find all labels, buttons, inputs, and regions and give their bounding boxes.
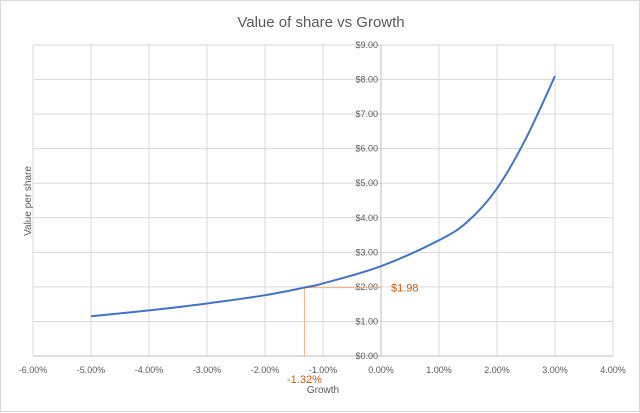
x-tick-label: -5.00% — [77, 365, 106, 375]
x-tick-label: 1.00% — [426, 365, 452, 375]
y-tick-label: $6.00 — [355, 144, 378, 154]
x-tick-label: -3.00% — [193, 365, 222, 375]
annotation-growth-label: -1.32% — [287, 374, 322, 386]
series-line — [90, 75, 556, 318]
y-tick-label: $1.00 — [355, 316, 378, 326]
axes — [33, 45, 613, 357]
x-tick-label: -4.00% — [135, 365, 164, 375]
y-tick-label: $9.00 — [355, 40, 378, 50]
y-axis-title: Value per share — [23, 166, 34, 236]
x-tick-label: -2.00% — [251, 365, 280, 375]
x-axis-title: Growth — [307, 385, 339, 396]
x-tick-label: 2.00% — [484, 365, 510, 375]
y-tick-label: $3.00 — [355, 247, 378, 257]
annotation-value-label: $1.98 — [391, 283, 419, 295]
y-tick-label: $5.00 — [355, 178, 378, 188]
y-tick-label: $7.00 — [355, 109, 378, 119]
x-tick-label: 3.00% — [542, 365, 568, 375]
y-tick-label: $2.00 — [355, 282, 378, 292]
chart-title: Value of share vs Growth — [237, 14, 404, 31]
annotation-guides — [303, 287, 381, 356]
x-tick-label: 4.00% — [600, 365, 626, 375]
y-tick-label: $4.00 — [355, 213, 378, 223]
x-tick-label: 0.00% — [368, 365, 394, 375]
x-tick-labels: -6.00% -5.00% -4.00% -3.00% -2.00% -1.00% 0.00… — [19, 365, 626, 375]
y-tick-labels: $0.00 $1.00 $2.00 $3.00 $4.00 $5.00 $6.00 $7.00… — [355, 40, 378, 361]
x-tick-label: -1.00% — [309, 365, 338, 375]
gridlines — [32, 44, 614, 357]
x-tick-label: -6.00% — [19, 365, 48, 375]
y-tick-label: $0.00 — [355, 351, 378, 361]
annotation-labels: $1.98 -1.32% — [287, 283, 419, 386]
y-tick-label: $8.00 — [355, 75, 378, 85]
series-group — [90, 75, 556, 318]
